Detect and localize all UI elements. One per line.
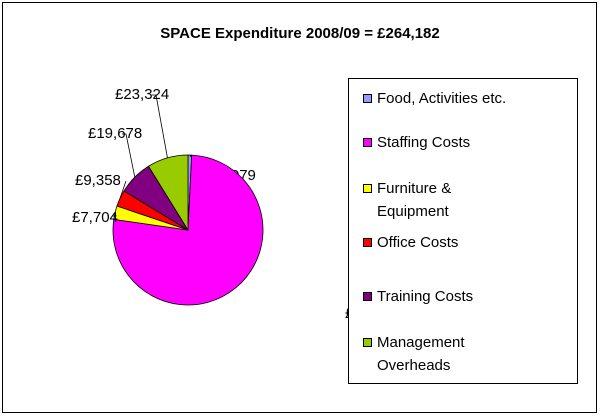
legend-entry: Training Costs [363, 285, 573, 308]
legend-label: Furniture & Equipment [377, 180, 452, 220]
data-label: £7,704 [72, 209, 118, 226]
leader-line [112, 212, 117, 217]
legend-label: Staffing Costs [377, 134, 471, 151]
legend-entry: Management Overheads [363, 331, 573, 377]
data-label: £19,678 [88, 125, 142, 142]
legend-entry: Food, Activities etc. [363, 87, 573, 110]
legend-swatch [363, 292, 372, 301]
leader-line [152, 94, 168, 158]
legend-swatch [363, 338, 372, 347]
legend-label: Food, Activities etc. [377, 90, 507, 107]
legend: Food, Activities etc. Staffing Costs Furni… [348, 78, 578, 384]
legend-swatch [363, 94, 372, 103]
legend-entry: Staffing Costs [363, 131, 573, 154]
pie-slice [147, 154, 189, 232]
legend-label: Management Overheads [377, 334, 465, 374]
legend-swatch [363, 184, 372, 193]
leader-line [122, 133, 136, 178]
legend-swatch [363, 238, 372, 247]
data-label: £9,358 [75, 172, 121, 189]
legend-label: Training Costs [377, 288, 474, 305]
legend-entry: Office Costs [363, 231, 573, 254]
legend-swatch [363, 138, 372, 147]
data-label: £23,324 [115, 86, 169, 103]
legend-entry: Furniture & Equipment [363, 177, 573, 223]
chart-title: SPACE Expenditure 2008/09 = £264,182 [160, 25, 439, 42]
leader-line [119, 180, 127, 199]
legend-label: Office Costs [377, 234, 459, 251]
